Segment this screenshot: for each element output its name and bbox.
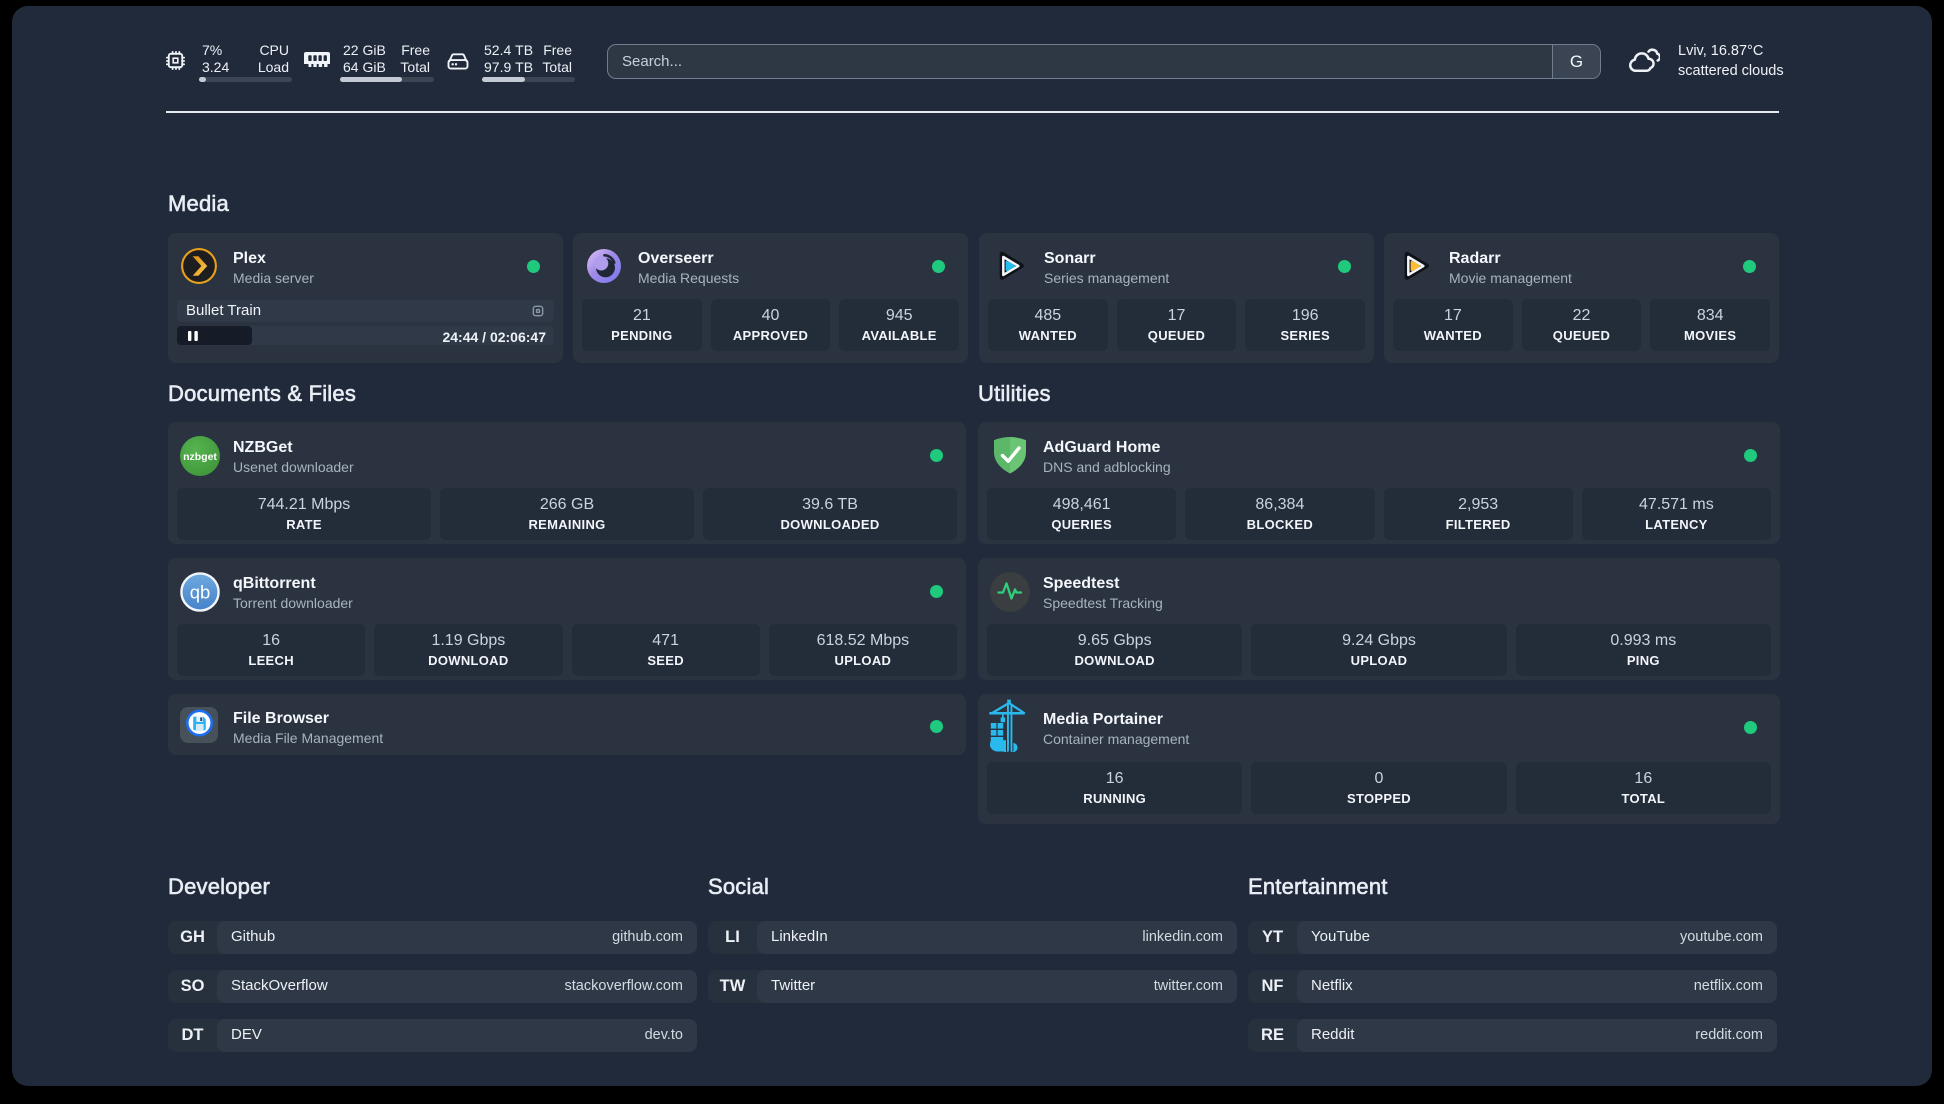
svg-text:qb: qb	[190, 582, 211, 603]
svg-text:nzbget: nzbget	[183, 451, 217, 463]
